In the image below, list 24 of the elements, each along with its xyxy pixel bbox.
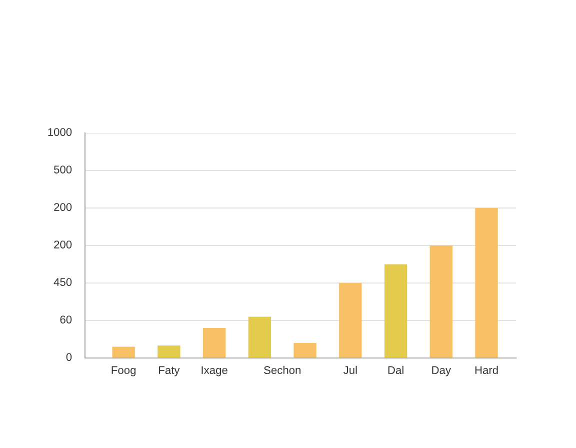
- x-tick-label: Faty: [159, 366, 180, 376]
- text: 60: [60, 316, 72, 324]
- x-tick-label: Dal: [388, 366, 404, 374]
- x-tick-label: Day: [432, 366, 451, 376]
- text: 200: [54, 240, 72, 248]
- bar: [158, 346, 180, 358]
- x-tick-label: Sechon: [264, 366, 300, 374]
- bar: [202, 328, 226, 358]
- bar: [112, 346, 135, 358]
- bar: [430, 246, 452, 358]
- text: 500: [54, 166, 72, 174]
- bar: [339, 283, 362, 358]
- text: 1000: [48, 128, 72, 136]
- x-tick-label: Hard: [475, 366, 498, 374]
- text: 200: [54, 203, 72, 211]
- bar: [294, 343, 316, 358]
- x-tick-label: Ixage: [202, 366, 228, 376]
- bar: [384, 264, 408, 358]
- text: 0: [66, 353, 72, 361]
- bar: [475, 208, 498, 358]
- text: 450: [54, 278, 72, 286]
- bar: [248, 316, 272, 358]
- x-tick-label: Jul: [343, 366, 357, 374]
- x-tick-label: Foog: [112, 366, 136, 376]
